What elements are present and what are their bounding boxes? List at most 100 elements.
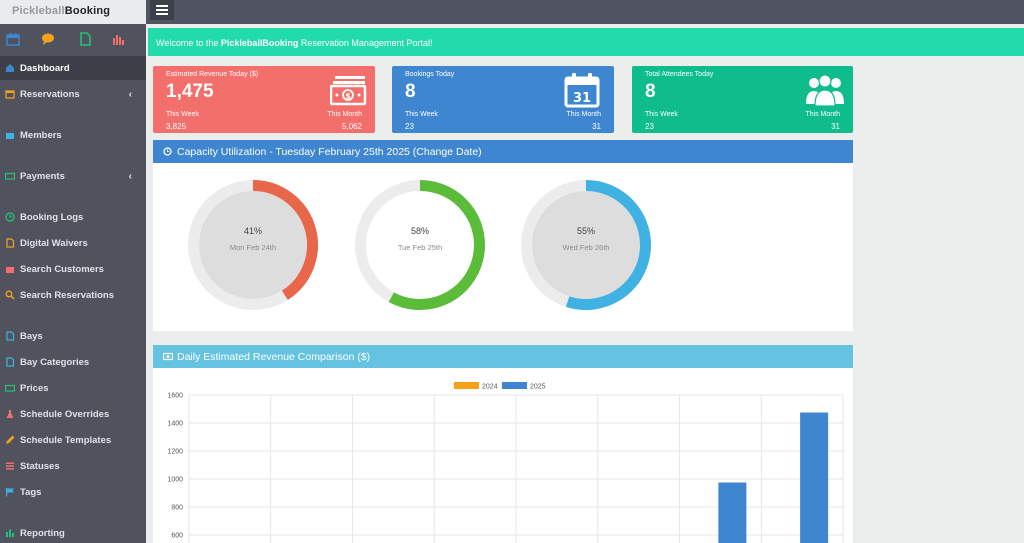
sidebar-item-bay-categories[interactable]: Bay Categories [0,350,146,374]
clock-icon [5,212,15,222]
logo[interactable]: PickleballBooking [0,0,146,24]
chevron-left-icon: ‹ [128,171,132,182]
sidebar-item-label: Digital Waivers [20,237,88,249]
flask-icon [5,409,15,419]
menu-toggle-button[interactable] [150,0,174,20]
y-tick-label: 1400 [167,421,183,428]
sidebar-item-dashboard[interactable]: Dashboard [0,56,146,80]
legend-label: 2024 [482,384,498,391]
chat-icon[interactable] [41,32,55,46]
donut-day-label: Wed Feb 26th [562,243,610,252]
sidebar-item-payments[interactable]: Payments ‹ [0,164,146,188]
sidebar-item-label: Reporting [20,527,65,539]
bar-2025 [800,412,829,543]
stat-month-value: 31 [831,122,840,131]
calendar-icon[interactable] [6,32,20,46]
donut-day-label: Tue Feb 25th [397,243,443,252]
quick-icons [0,24,146,56]
welcome-banner: Welcome to the PickleballBooking Reserva… [148,28,1024,56]
sidebar-item-search-customers[interactable]: Search Customers [0,257,146,281]
donut-percent: 55% [576,226,595,236]
sidebar-item-label: Payments [20,170,65,182]
stat-label: Estimated Revenue Today ($) [166,71,259,78]
document-icon[interactable] [78,32,92,46]
stat-week-label: This Week [405,111,438,118]
sidebar-item-label: Booking Logs [20,211,84,223]
group-icon [5,130,15,140]
donut-arc [252,180,318,300]
sidebar-item-schedule-templates[interactable]: Schedule Templates [0,428,146,452]
stat-month-value: 31 [592,122,601,131]
svg-text:$: $ [345,92,351,101]
welcome-suffix: Reservation Management Portal! [298,38,433,48]
pencil-icon [5,435,15,445]
sidebar-item-tags[interactable]: Tags [0,480,146,504]
sidebar-item-label: Bay Categories [20,356,90,368]
donut-arc [565,180,651,310]
sidebar-item-schedule-overrides[interactable]: Schedule Overrides [0,402,146,426]
donut-percent: 41% [243,226,262,236]
money-bill-icon: $ [330,76,367,106]
home-icon [5,63,15,73]
sidebar-item-label: Schedule Templates [20,434,112,446]
y-tick-label: 1200 [167,449,183,456]
sidebar-item-prices[interactable]: Prices [0,376,146,400]
calendar-icon [5,89,15,99]
stat-value: 8 [645,81,656,102]
welcome-prefix: Welcome to the [156,38,221,48]
sidebar-item-label: Bays [20,330,43,342]
search-icon [5,290,15,300]
legend-label: 2025 [530,384,546,391]
money-icon [4,383,16,393]
capacity-donuts [188,180,651,310]
capacity-panel-header[interactable]: Capacity Utilization - Tuesday February … [153,140,853,163]
capacity-panel: Capacity Utilization - Tuesday February … [153,140,853,331]
stat-label: Total Attendees Today [645,71,714,78]
bar-chart-icon[interactable] [111,32,125,46]
sidebar-item-reservations[interactable]: Reservations ‹ [0,82,146,106]
sidebar-item-members[interactable]: Members [0,123,146,147]
donut-inner [199,191,307,299]
capacity-title[interactable]: Capacity Utilization - Tuesday February … [177,145,482,158]
legend-swatch [454,382,479,389]
stat-card-revenue: Estimated Revenue Today ($) 1,475 This W… [153,66,375,133]
sidebar-item-label: Reservations [20,88,80,100]
users-search-icon [5,264,15,274]
sidebar-item-label: Tags [20,486,42,498]
revenue-panel: Daily Estimated Revenue Comparison ($) 2… [153,345,853,543]
donut-arc [388,180,485,310]
calendar-31-icon: 31 [564,73,600,108]
stat-week-value: 3,825 [166,122,187,131]
sidebar: Dashboard Reservations ‹ Members Payment… [0,24,146,543]
stat-week-label: This Week [166,111,199,118]
sidebar-item-reporting[interactable]: Reporting [0,521,146,543]
file-icon [5,331,15,341]
stat-month-label: This Month [566,111,601,118]
logo-text: PickleballBooking [12,5,111,17]
flag-icon [5,487,15,497]
revenue-title: Daily Estimated Revenue Comparison ($) [177,350,371,363]
stat-month-label: This Month [805,111,840,118]
stat-week-label: This Week [645,111,678,118]
chevron-left-icon: ‹ [128,89,132,100]
y-tick-label: 1600 [167,393,183,400]
sidebar-item-label: Members [20,129,62,141]
donut-percent: 58% [410,226,429,236]
sidebar-item-statuses[interactable]: Statuses [0,454,146,478]
stat-value: 1,475 [166,81,214,102]
bar-2025 [718,482,747,543]
stat-month-value: 5,062 [341,122,362,131]
sidebar-item-search-reservations[interactable]: Search Reservations [0,283,146,307]
sidebar-item-label: Statuses [20,460,60,472]
sidebar-item-booking-logs[interactable]: Booking Logs [0,205,146,229]
sidebar-item-bays[interactable]: Bays [0,324,146,348]
sidebar-item-digital-waivers[interactable]: Digital Waivers [0,231,146,255]
money-icon [162,352,174,361]
chart-legend: 2024 2025 [454,382,546,391]
users-icon [806,74,844,106]
clock-icon [163,147,172,156]
revenue-bar-chart: 2024 2025 600 800 1000 1200 1400 1600 [167,382,844,543]
stat-card-bookings: Bookings Today 8 This Week 23 This Month… [392,66,614,133]
legend-swatch [502,382,527,389]
revenue-panel-header: Daily Estimated Revenue Comparison ($) [153,345,853,368]
